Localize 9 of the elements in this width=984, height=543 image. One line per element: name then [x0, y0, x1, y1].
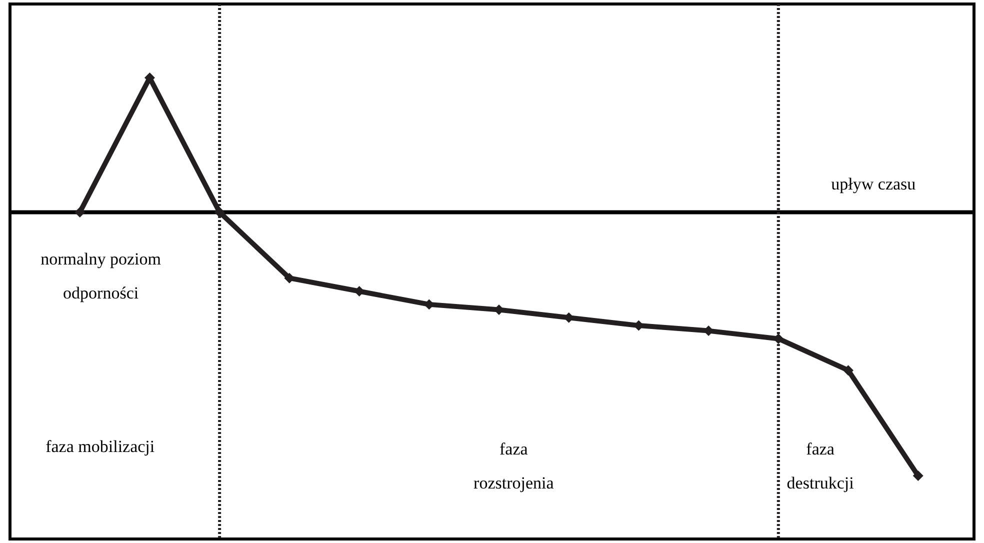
annotation: faza destrukcji	[786, 439, 854, 492]
annotation: upływ czasu	[831, 174, 916, 194]
point	[912, 470, 924, 481]
annotation: normalny poziom odporności	[40, 250, 162, 303]
point	[843, 365, 854, 376]
annotation: faza rozstrojenia	[474, 439, 554, 492]
point	[214, 206, 225, 218]
point	[74, 206, 86, 218]
annotation: faza mobilizacji	[46, 436, 155, 456]
